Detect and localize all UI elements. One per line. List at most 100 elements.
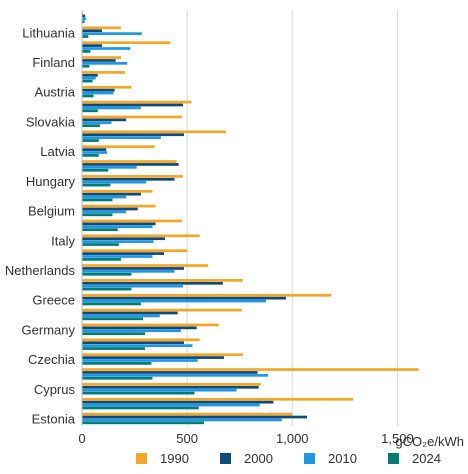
bar xyxy=(82,385,259,389)
bars xyxy=(81,10,419,426)
bar xyxy=(82,210,127,214)
bar xyxy=(82,302,141,306)
bar xyxy=(82,20,85,24)
legend-swatch xyxy=(220,453,231,464)
bar xyxy=(82,130,227,134)
bar xyxy=(82,341,184,345)
bar xyxy=(82,180,147,184)
bar xyxy=(82,160,177,163)
bar xyxy=(82,284,183,288)
category-label: Lithuania xyxy=(22,25,76,40)
bar xyxy=(82,400,274,404)
bar xyxy=(82,139,99,142)
bar xyxy=(82,267,184,270)
bar xyxy=(82,106,141,110)
x-tick-label: 0 xyxy=(78,431,85,446)
bar xyxy=(82,103,183,107)
bar xyxy=(82,44,102,47)
bar xyxy=(82,308,242,312)
bar xyxy=(82,213,113,217)
bar xyxy=(82,279,243,282)
bar xyxy=(82,270,175,273)
bar xyxy=(82,415,308,419)
bar xyxy=(82,76,96,80)
bar xyxy=(82,148,107,151)
bar xyxy=(82,133,184,137)
bar xyxy=(82,258,121,261)
bar xyxy=(82,356,224,359)
bar xyxy=(82,100,192,104)
bar xyxy=(82,362,152,365)
bar xyxy=(82,252,165,255)
bar xyxy=(82,272,132,276)
bar xyxy=(82,219,182,223)
bar xyxy=(82,88,115,92)
legend-swatch xyxy=(388,453,399,464)
category-label: Greece xyxy=(32,293,75,308)
bar xyxy=(82,359,198,362)
bar xyxy=(82,50,91,53)
bar xyxy=(82,56,121,59)
category-label: Belgium xyxy=(28,204,75,219)
x-tick-label: 1,500 xyxy=(381,431,414,446)
bar xyxy=(82,145,155,149)
bar xyxy=(82,371,258,374)
bar xyxy=(82,326,197,330)
bar xyxy=(82,418,282,422)
category-label: Finland xyxy=(32,55,75,70)
bar xyxy=(82,391,195,395)
bar xyxy=(82,249,188,253)
bar xyxy=(82,397,354,401)
bar xyxy=(82,388,237,392)
bar xyxy=(82,175,183,178)
bar xyxy=(82,207,138,211)
bar xyxy=(82,47,131,50)
bar xyxy=(82,344,193,347)
legend-label: 1990 xyxy=(160,451,189,466)
bar xyxy=(82,332,146,336)
bar xyxy=(82,91,114,95)
category-label: Italy xyxy=(51,233,75,248)
bar xyxy=(82,124,100,128)
bar xyxy=(82,26,121,30)
category-label: Cyprus xyxy=(34,382,76,397)
bar xyxy=(82,243,119,246)
legend-label: 2000 xyxy=(244,451,273,466)
bar xyxy=(82,293,332,297)
bar xyxy=(82,323,219,327)
bar xyxy=(82,151,108,154)
legend-swatch xyxy=(136,453,147,464)
bar xyxy=(82,94,94,98)
x-unit-label: gCO₂e/kWh xyxy=(395,434,464,449)
bar xyxy=(82,368,419,371)
bar xyxy=(82,29,102,33)
bar xyxy=(82,71,126,74)
bar xyxy=(82,166,137,169)
category-label: Estonia xyxy=(32,412,76,427)
bar xyxy=(82,237,166,241)
bar xyxy=(82,118,127,122)
bar xyxy=(82,403,260,407)
bar xyxy=(82,198,113,202)
bar xyxy=(82,14,86,18)
x-tick-label: 1,000 xyxy=(276,431,309,446)
bar xyxy=(82,168,109,172)
bar xyxy=(82,353,243,357)
bar xyxy=(82,329,181,333)
bar xyxy=(82,73,98,77)
bar xyxy=(82,163,179,166)
bar xyxy=(82,79,93,83)
bar xyxy=(82,296,286,300)
bar xyxy=(82,225,153,229)
bar xyxy=(82,228,118,232)
bar xyxy=(82,317,143,321)
bar xyxy=(82,222,156,226)
bar xyxy=(82,64,90,68)
bar xyxy=(82,234,200,238)
bar xyxy=(82,109,98,113)
bar xyxy=(82,287,132,291)
bar xyxy=(82,32,142,35)
category-label: Germany xyxy=(22,322,76,337)
bar xyxy=(82,374,269,377)
